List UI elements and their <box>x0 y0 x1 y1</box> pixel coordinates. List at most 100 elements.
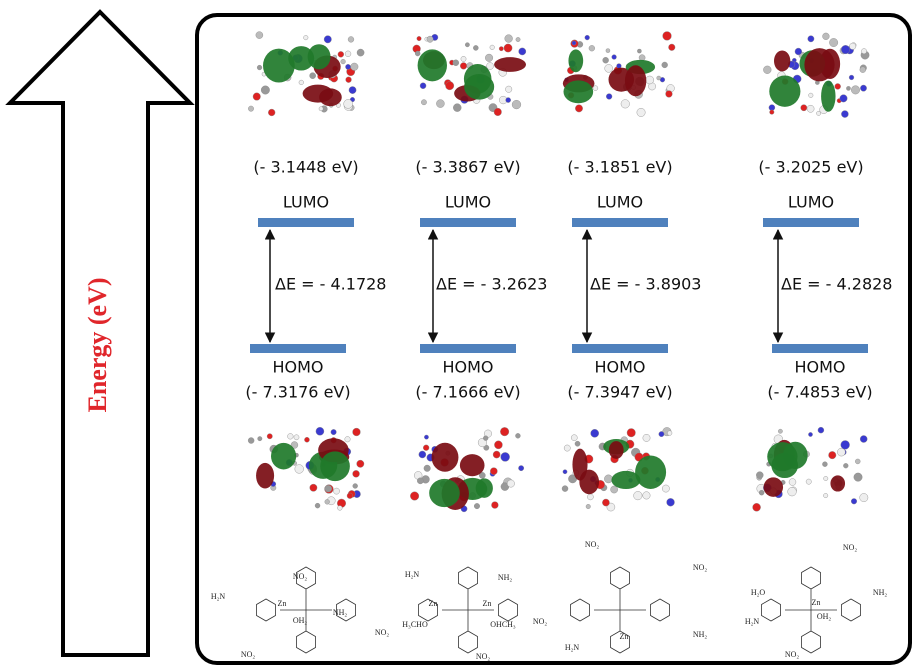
atom <box>287 433 293 439</box>
homo-bar <box>250 344 346 353</box>
atom <box>602 499 609 506</box>
atom <box>420 83 426 89</box>
atom <box>606 94 612 100</box>
atom <box>248 438 254 444</box>
atom <box>299 80 304 85</box>
atom <box>357 460 364 467</box>
atom <box>617 64 622 69</box>
atom <box>304 437 309 442</box>
homo-label: HOMO <box>594 358 645 377</box>
atom <box>345 64 350 69</box>
atom <box>436 100 444 108</box>
orbital-lobe <box>635 455 666 489</box>
atom <box>485 54 493 62</box>
lumo-bar <box>258 218 354 227</box>
atom <box>324 36 331 43</box>
atom <box>512 100 521 109</box>
delta-e: ΔE = - 4.2828 <box>781 275 892 294</box>
structure-label: NH₂ <box>693 630 708 639</box>
structure-label: H₂N <box>565 643 580 652</box>
structure-label: H₂O <box>751 588 766 597</box>
atom <box>759 490 764 495</box>
atom <box>505 35 513 43</box>
atom <box>353 428 361 436</box>
atom <box>662 485 669 492</box>
orbital-lobe <box>830 475 845 491</box>
lumo-energy: (- 3.1851 eV) <box>567 158 672 177</box>
atom <box>562 486 568 492</box>
atom <box>849 43 855 49</box>
atom <box>490 468 497 475</box>
structure-label: NO₂ <box>241 650 256 659</box>
atom <box>345 437 351 443</box>
atom <box>829 38 837 46</box>
atom <box>487 63 494 70</box>
atom <box>353 484 358 489</box>
atom <box>349 86 356 93</box>
orbital-lobe <box>494 57 526 72</box>
atom <box>788 487 797 496</box>
orbital-lobe <box>774 50 790 71</box>
orbital-lobe <box>767 442 797 471</box>
structure-label: NO₂ <box>585 540 600 549</box>
atom <box>840 95 847 102</box>
atom <box>333 488 339 494</box>
atom <box>818 427 824 433</box>
structure-label: H₂N <box>405 570 420 579</box>
atom <box>500 427 509 436</box>
panel <box>197 15 910 663</box>
atom <box>841 440 850 449</box>
orbital-lobe <box>572 449 587 481</box>
atom <box>808 432 812 436</box>
atom <box>493 451 500 458</box>
atom <box>816 111 820 115</box>
diagram: Energy (eV) NO₂H₂NZnNH₂OH₂NO₂H₂NNH₂NO₂Zn… <box>0 0 914 666</box>
orbital-lobe <box>568 49 583 72</box>
atom <box>507 480 514 487</box>
atom <box>586 504 590 508</box>
delta-e: ΔE = - 4.1728 <box>275 275 386 294</box>
structure-label: Zn <box>812 598 821 607</box>
atom <box>604 475 612 483</box>
orbital-lobe <box>625 65 646 96</box>
atom <box>501 452 510 461</box>
homo-energy: (- 7.1666 eV) <box>415 383 520 402</box>
atom <box>824 476 828 480</box>
atom <box>634 491 643 500</box>
atom <box>806 479 811 484</box>
structure-label: NO₂ <box>476 652 491 661</box>
atom <box>575 105 582 112</box>
atom <box>860 67 866 73</box>
orbital-lobe <box>764 477 783 496</box>
structure-label: OHCH₃ <box>490 620 516 629</box>
homo-energy: (- 7.3176 eV) <box>245 383 350 402</box>
atom <box>331 429 336 434</box>
atom <box>325 499 330 504</box>
atom <box>337 506 342 511</box>
lumo-label: LUMO <box>283 193 329 212</box>
orbital-lobe <box>769 76 800 107</box>
atom <box>519 48 526 55</box>
lumo-bar <box>572 218 668 227</box>
atom <box>667 498 675 506</box>
atom <box>346 77 352 83</box>
atom <box>770 110 775 115</box>
atom <box>325 485 332 492</box>
lumo-energy: (- 3.3867 eV) <box>415 158 520 177</box>
atom <box>257 65 262 70</box>
atom <box>643 434 650 441</box>
atom <box>835 83 841 89</box>
orbital-lobe <box>804 48 834 81</box>
atom <box>319 107 323 111</box>
homo-energy: (- 7.4853 eV) <box>767 383 872 402</box>
structure-label: Zn <box>620 632 629 641</box>
atom <box>843 463 848 468</box>
atom <box>474 503 480 509</box>
structure-label: H₂N <box>211 592 226 601</box>
atom <box>494 108 502 116</box>
lumo-energy: (- 3.1448 eV) <box>253 158 358 177</box>
structure-label: OH₂ <box>817 612 832 621</box>
atom <box>801 105 807 111</box>
atom <box>453 60 459 66</box>
orbital-lobe <box>271 443 296 470</box>
